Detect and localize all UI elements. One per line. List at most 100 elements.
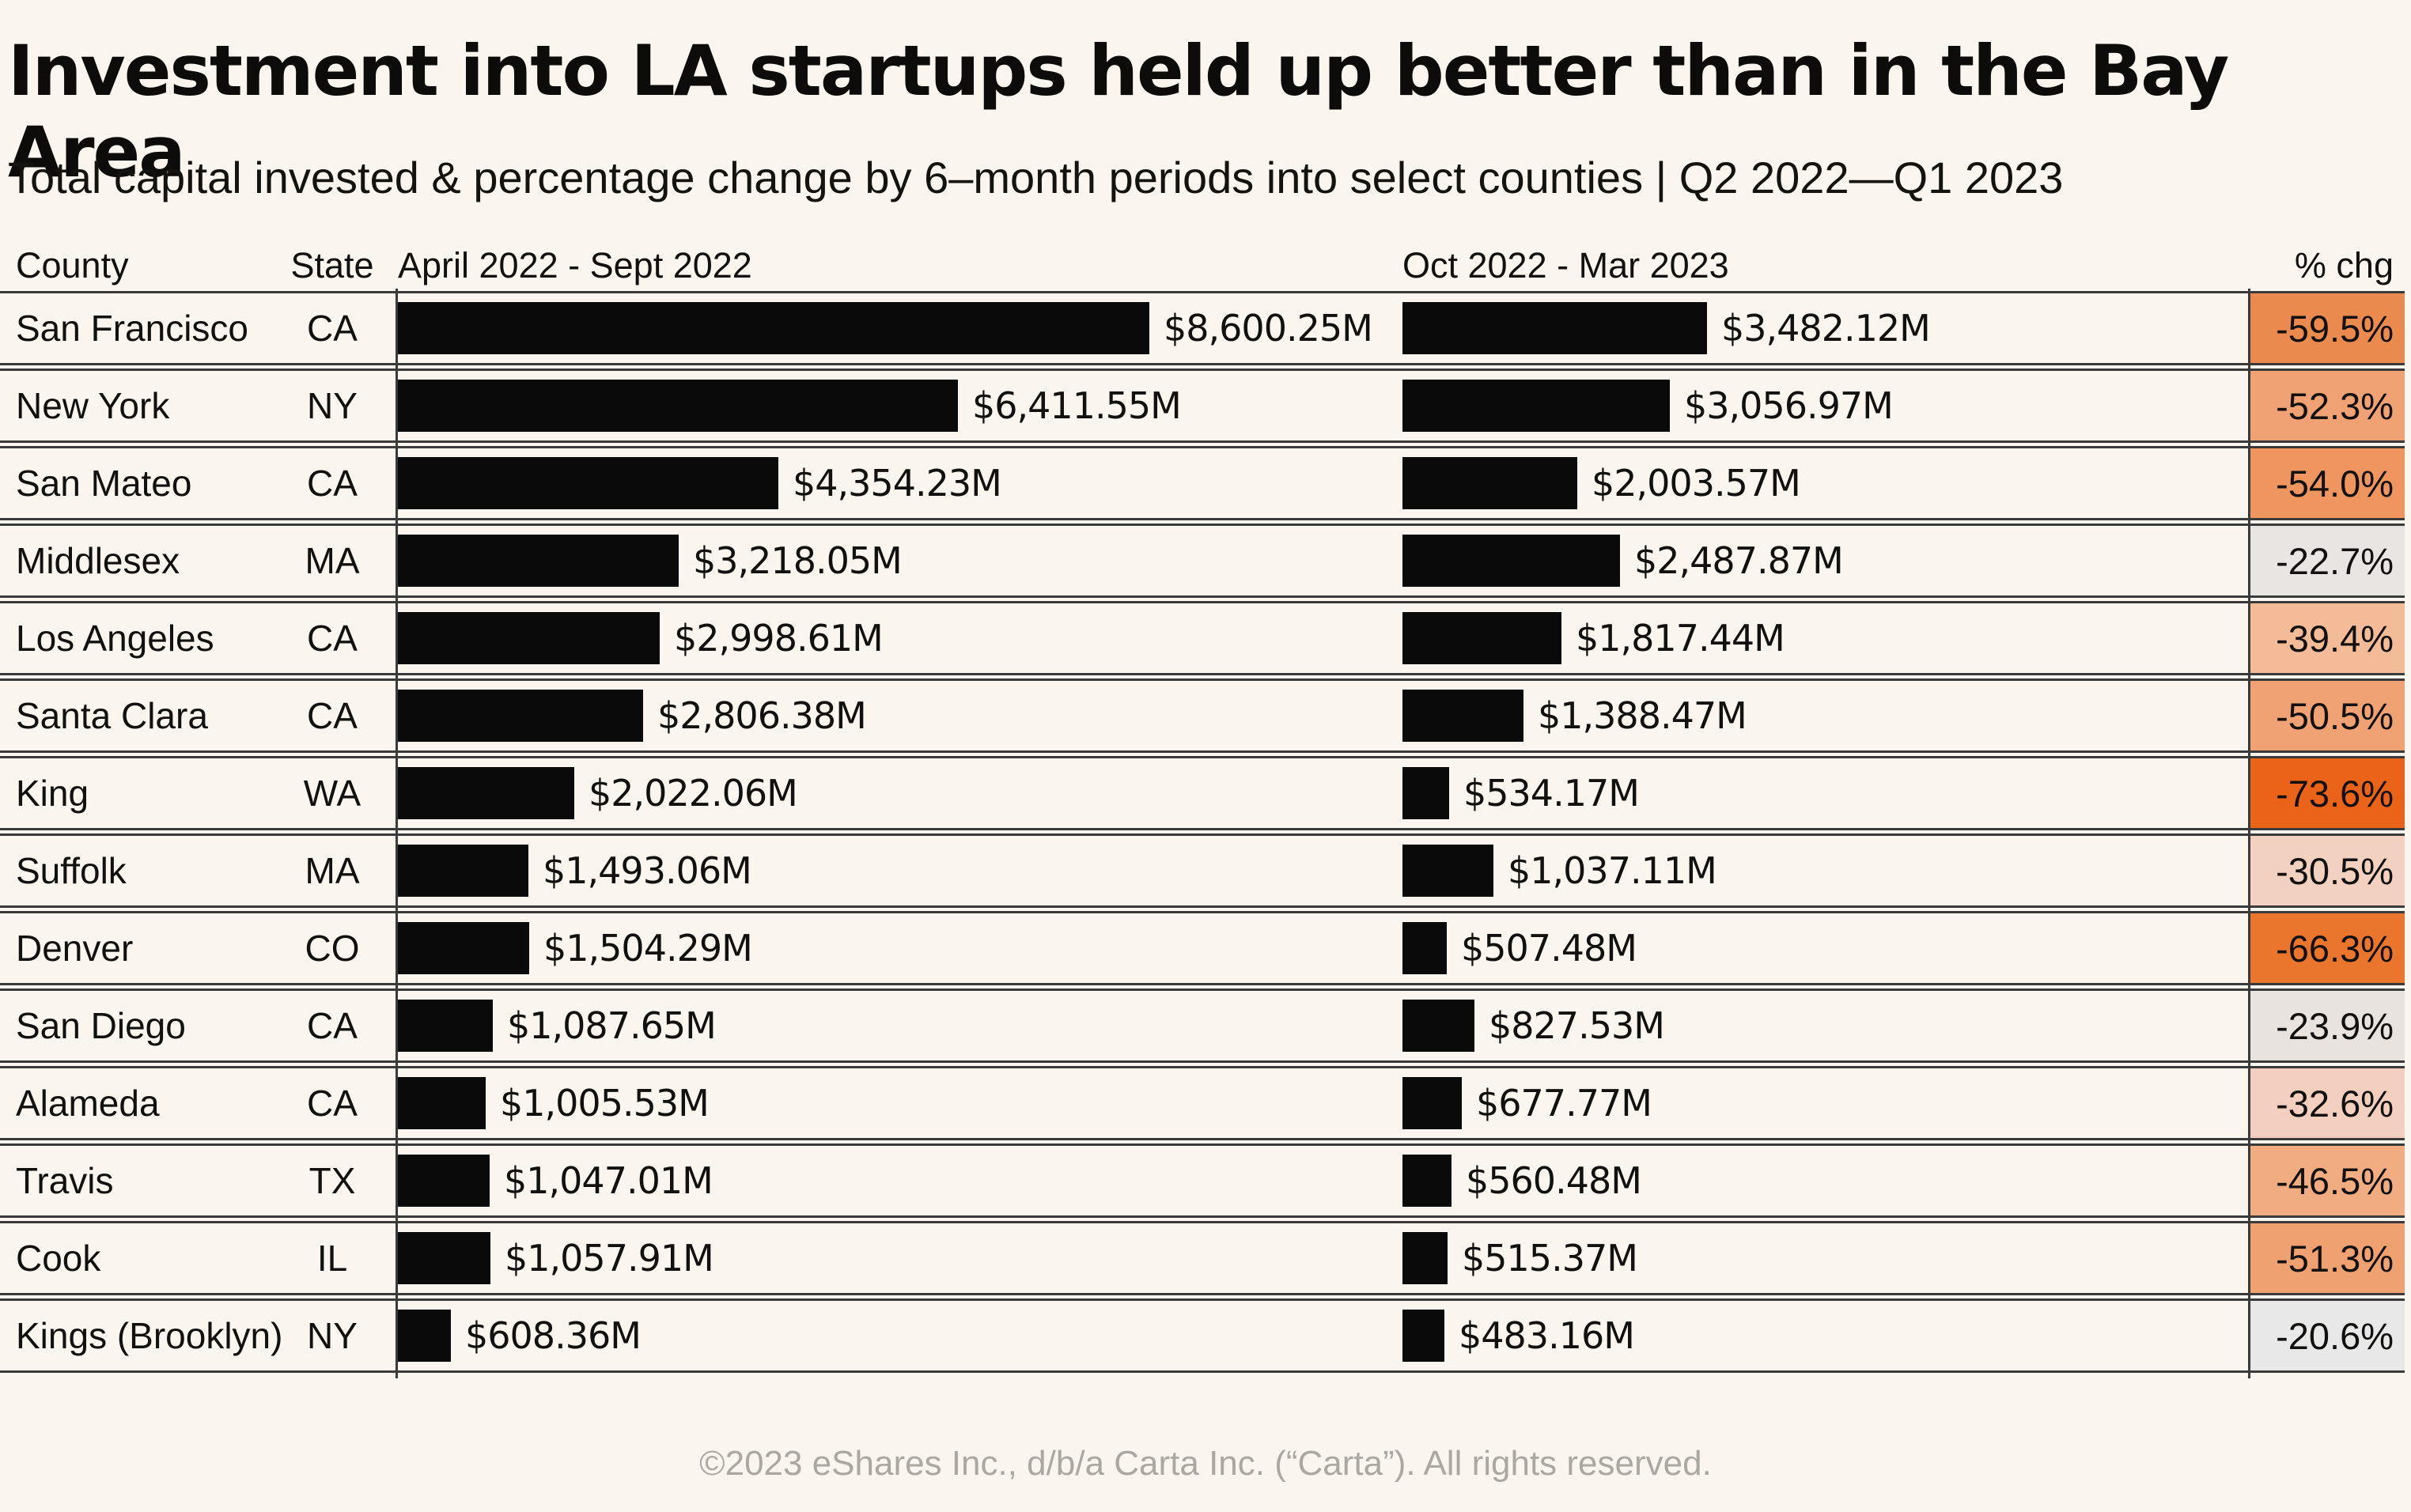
bar-period2-value: $827.53M — [1489, 1004, 1665, 1047]
bar-period1-value: $6,411.55M — [972, 384, 1182, 427]
state-abbr: CA — [307, 1083, 358, 1124]
bar-period2 — [1402, 845, 1493, 897]
pct-change-cell: -32.6% — [2248, 1068, 2405, 1138]
county-name: Travis — [16, 1160, 114, 1201]
table-row: Denver CO $1,504.29M $507.48M -66.3% — [0, 911, 2405, 985]
state-abbr: WA — [303, 773, 361, 814]
bar-period1-cell: $1,047.01M — [396, 1146, 1400, 1215]
bar-period1-value: $8,600.25M — [1164, 307, 1373, 350]
bar-period2 — [1402, 302, 1707, 354]
bar-period2 — [1402, 767, 1449, 819]
county-name: Kings (Brooklyn) — [16, 1315, 283, 1356]
bar-period1 — [398, 302, 1149, 354]
bar-period2-cell: $515.37M — [1400, 1223, 2248, 1293]
pct-change-cell: -30.5% — [2248, 836, 2405, 905]
bar-period1-value: $3,218.05M — [693, 539, 903, 582]
bar-period1 — [398, 612, 660, 664]
table-row: San Mateo CA $4,354.23M $2,003.57M -54.0% — [0, 446, 2405, 520]
table-row: Cook IL $1,057.91M $515.37M -51.3% — [0, 1221, 2405, 1295]
county-name: San Francisco — [16, 308, 249, 349]
bar-period1-cell: $1,493.06M — [396, 836, 1400, 905]
pct-change-cell: -51.3% — [2248, 1223, 2405, 1293]
bar-period1-value: $2,806.38M — [657, 694, 867, 737]
bar-period1 — [398, 1077, 486, 1129]
bar-period2-value: $560.48M — [1466, 1159, 1642, 1202]
table-row: Travis TX $1,047.01M $560.48M -46.5% — [0, 1143, 2405, 1218]
bar-period1-cell: $8,600.25M — [396, 293, 1400, 363]
state-abbr: CA — [307, 695, 358, 736]
bar-period1-cell: $2,998.61M — [396, 603, 1400, 673]
county-name: Los Angeles — [16, 618, 214, 659]
bar-period1-value: $4,354.23M — [793, 462, 1002, 505]
bar-period1-value: $1,057.91M — [505, 1237, 714, 1280]
table-row: Los Angeles CA $2,998.61M $1,817.44M -39.4% — [0, 601, 2405, 675]
bar-period1 — [398, 1155, 490, 1207]
state-abbr: CO — [305, 928, 360, 969]
bar-period2 — [1402, 1155, 1452, 1207]
county-name: New York — [16, 385, 170, 426]
column-header-state: State — [290, 245, 374, 285]
pct-change-cell: -52.3% — [2248, 371, 2405, 440]
bar-period2 — [1402, 1232, 1448, 1284]
pct-change-cell: -46.5% — [2248, 1146, 2405, 1215]
pct-change-cell: -20.6% — [2248, 1301, 2405, 1370]
footer-copyright: ©2023 eShares Inc., d/b/a Carta Inc. (“C… — [699, 1444, 1712, 1483]
bar-period1-value: $2,998.61M — [674, 617, 884, 660]
table-row: King WA $2,022.06M $534.17M -73.6% — [0, 756, 2405, 830]
bar-period2-cell: $3,056.97M — [1400, 371, 2248, 440]
table-row: Kings (Brooklyn) NY $608.36M $483.16M -20.6% — [0, 1298, 2405, 1373]
bar-period2-cell: $677.77M — [1400, 1068, 2248, 1138]
bar-period2-value: $677.77M — [1476, 1082, 1652, 1125]
bar-period1-cell: $2,022.06M — [396, 758, 1400, 828]
bar-period2-cell: $534.17M — [1400, 758, 2248, 828]
pct-change-cell: -23.9% — [2248, 991, 2405, 1060]
table-row: Suffolk MA $1,493.06M $1,037.11M -30.5% — [0, 833, 2405, 908]
pct-change-cell: -54.0% — [2248, 448, 2405, 518]
column-header-county: County — [16, 245, 129, 285]
county-name: San Diego — [16, 1005, 186, 1046]
bar-period2-cell: $827.53M — [1400, 991, 2248, 1060]
bar-period2-cell: $507.48M — [1400, 913, 2248, 983]
bar-period1-cell: $3,218.05M — [396, 526, 1400, 595]
bar-period2-value: $534.17M — [1463, 772, 1640, 815]
bar-period2-cell: $3,482.12M — [1400, 293, 2248, 363]
pct-change-cell: -50.5% — [2248, 681, 2405, 750]
table-row: Santa Clara CA $2,806.38M $1,388.47M -50.5% — [0, 679, 2405, 753]
bar-period1 — [398, 1000, 493, 1052]
bar-period1-value: $1,047.01M — [504, 1159, 713, 1202]
bar-period2-cell: $1,388.47M — [1400, 681, 2248, 750]
bar-period2-cell: $1,037.11M — [1400, 836, 2248, 905]
bar-period1-cell: $1,005.53M — [396, 1068, 1400, 1138]
pct-change-cell: -66.3% — [2248, 913, 2405, 983]
bar-period1-cell: $2,806.38M — [396, 681, 1400, 750]
county-name: San Mateo — [16, 463, 192, 504]
period1-axis-line — [396, 289, 398, 1378]
county-name: Cook — [16, 1238, 101, 1279]
state-abbr: MA — [305, 850, 360, 891]
capital-invested-table: San Francisco CA $8,600.25M $3,482.12M -59.5… — [0, 289, 2405, 1378]
pct-change-cell: -39.4% — [2248, 603, 2405, 673]
bar-period2 — [1402, 690, 1523, 742]
state-abbr: TX — [308, 1160, 356, 1201]
bar-period1-value: $2,022.06M — [589, 772, 798, 815]
state-abbr: CA — [307, 463, 358, 504]
table-row: San Francisco CA $8,600.25M $3,482.12M -59.5… — [0, 291, 2405, 365]
state-abbr: MA — [305, 540, 360, 581]
bar-period2 — [1402, 1000, 1474, 1052]
table-row: San Diego CA $1,087.65M $827.53M -23.9% — [0, 988, 2405, 1063]
table-header-row: County State April 2022 - Sept 2022 Oct … — [0, 234, 2405, 286]
county-name: Suffolk — [16, 850, 127, 891]
bar-period2 — [1402, 612, 1561, 664]
bar-period1 — [398, 767, 574, 819]
bar-period1-value: $608.36M — [465, 1314, 642, 1357]
bar-period1-value: $1,005.53M — [500, 1082, 710, 1125]
bar-period2-cell: $483.16M — [1400, 1301, 2248, 1370]
bar-period1 — [398, 380, 958, 432]
bar-period1-cell: $1,057.91M — [396, 1223, 1400, 1293]
bar-period1 — [398, 690, 643, 742]
bar-period1-cell: $1,087.65M — [396, 991, 1400, 1060]
table-row: Alameda CA $1,005.53M $677.77M -32.6% — [0, 1066, 2405, 1140]
county-name: King — [16, 773, 89, 814]
bar-period2-cell: $2,487.87M — [1400, 526, 2248, 595]
